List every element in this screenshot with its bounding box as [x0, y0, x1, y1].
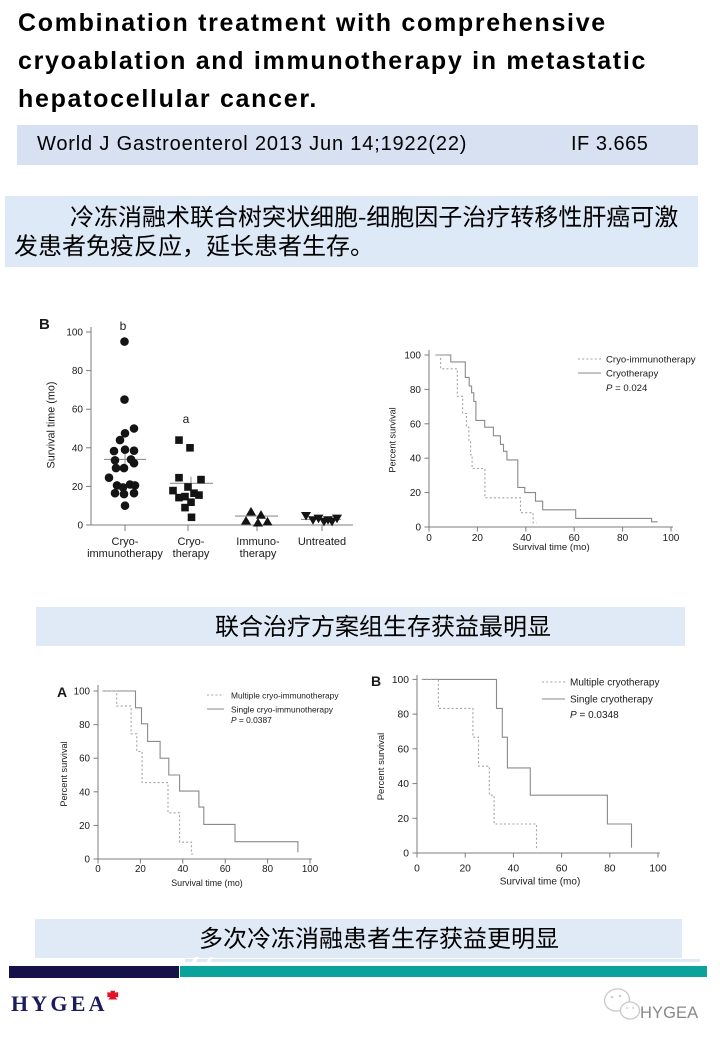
- svg-text:100: 100: [392, 675, 409, 686]
- svg-text:therapy: therapy: [240, 548, 277, 560]
- svg-text:80: 80: [398, 710, 410, 721]
- svg-text:80: 80: [604, 864, 616, 875]
- svg-text:Single cryotherapy: Single cryotherapy: [570, 695, 653, 706]
- svg-text:Survival time (mo): Survival time (mo): [500, 877, 581, 888]
- svg-text:40: 40: [177, 864, 188, 875]
- svg-text:40: 40: [79, 787, 90, 798]
- svg-text:100: 100: [66, 328, 83, 339]
- svg-text:100: 100: [663, 533, 680, 544]
- svg-text:40: 40: [72, 443, 84, 454]
- svg-text:60: 60: [79, 754, 90, 765]
- svg-text:60: 60: [398, 744, 410, 755]
- svg-text:100: 100: [649, 864, 666, 875]
- svg-text:Cryo-: Cryo-: [112, 536, 139, 548]
- svg-text:Untreated: Untreated: [298, 536, 346, 548]
- svg-text:40: 40: [398, 779, 410, 790]
- svg-text:100: 100: [74, 687, 91, 698]
- svg-text:a: a: [183, 412, 190, 426]
- svg-text:80: 80: [72, 366, 84, 377]
- svg-text:Survival time (mo): Survival time (mo): [171, 878, 243, 888]
- svg-text:immunotherapy: immunotherapy: [87, 548, 163, 560]
- svg-text:therapy: therapy: [173, 548, 210, 560]
- svg-text:P = 0.0387: P = 0.0387: [231, 715, 272, 725]
- svg-text:20: 20: [79, 821, 90, 832]
- svg-text:B: B: [39, 316, 50, 333]
- svg-text:B: B: [371, 673, 381, 689]
- svg-text:P = 0.0348: P = 0.0348: [570, 710, 619, 721]
- svg-text:b: b: [120, 319, 127, 333]
- svg-text:0: 0: [77, 521, 83, 532]
- svg-text:60: 60: [569, 533, 581, 544]
- svg-text:60: 60: [410, 419, 422, 430]
- svg-text:0: 0: [85, 855, 91, 866]
- svg-text:40: 40: [508, 864, 520, 875]
- svg-text:Cryo-: Cryo-: [178, 536, 205, 548]
- svg-text:0: 0: [414, 864, 420, 875]
- svg-text:40: 40: [410, 454, 422, 465]
- svg-text:20: 20: [472, 533, 484, 544]
- svg-text:0: 0: [426, 533, 432, 544]
- svg-text:Survival time (mo): Survival time (mo): [46, 382, 58, 469]
- svg-text:A: A: [57, 684, 67, 700]
- svg-text:Immuno-: Immuno-: [236, 536, 280, 548]
- svg-text:20: 20: [135, 864, 146, 875]
- svg-text:Cryo-immunotherapy: Cryo-immunotherapy: [606, 355, 696, 366]
- svg-text:0: 0: [403, 849, 409, 860]
- svg-text:Survival time (mo): Survival time (mo): [512, 542, 589, 553]
- svg-text:Single cryo-immunotherapy: Single cryo-immunotherapy: [231, 705, 334, 715]
- svg-text:Percent survival: Percent survival: [59, 741, 69, 806]
- svg-text:Percent survival: Percent survival: [376, 733, 387, 801]
- svg-text:60: 60: [72, 405, 84, 416]
- svg-text:20: 20: [410, 488, 422, 499]
- svg-text:100: 100: [404, 351, 421, 362]
- svg-text:80: 80: [617, 533, 629, 544]
- svg-text:Multiple cryo-immunotherapy: Multiple cryo-immunotherapy: [231, 691, 339, 701]
- svg-text:Percent survival: Percent survival: [388, 407, 398, 472]
- svg-text:60: 60: [220, 864, 231, 875]
- svg-text:80: 80: [410, 385, 422, 396]
- svg-text:P = 0.024: P = 0.024: [606, 383, 648, 394]
- svg-text:Multiple cryotherapy: Multiple cryotherapy: [570, 678, 659, 689]
- svg-text:20: 20: [72, 482, 84, 493]
- svg-text:80: 80: [79, 720, 90, 731]
- svg-text:80: 80: [262, 864, 273, 875]
- svg-text:20: 20: [459, 864, 471, 875]
- svg-text:0: 0: [95, 864, 101, 875]
- svg-text:0: 0: [415, 523, 421, 534]
- svg-text:60: 60: [556, 864, 568, 875]
- svg-text:20: 20: [398, 814, 410, 825]
- svg-text:40: 40: [520, 533, 532, 544]
- svg-text:Cryotherapy: Cryotherapy: [606, 369, 658, 380]
- svg-text:100: 100: [302, 864, 319, 875]
